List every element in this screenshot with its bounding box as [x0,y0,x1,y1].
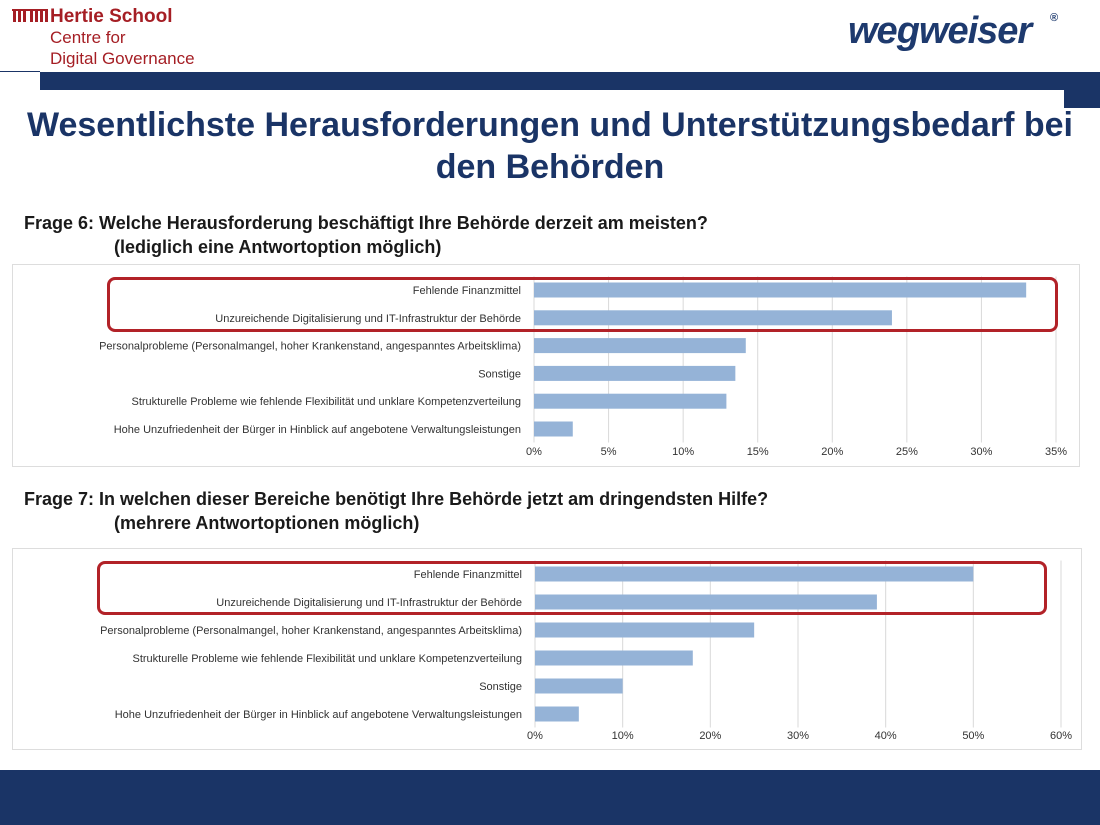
bar [535,650,693,666]
question-6-note: (lediglich eine Antwortoption möglich) [114,237,442,257]
bar [535,566,974,582]
header-band-tab [1064,90,1100,108]
question-7-text: Frage 7: In welchen dieser Bereiche benö… [24,489,769,509]
chart-question-6-plot: 0% 5% 10% 15% 20% 25% 30% 35% Fehlende Finanzmit… [99,276,1067,458]
category-label: Fehlende Finanzmittel [414,569,522,581]
x-tick-label: 10% [612,730,634,742]
organization-name: Hertie School [50,6,173,27]
x-tick-label: 40% [875,730,897,742]
category-label: Personalprobleme (Personalmangel, hoher … [99,341,521,353]
header-band [40,72,1100,90]
question-7-note: (mehrere Antwortoptionen möglich) [114,513,420,533]
bar [534,282,1027,298]
bar [534,393,727,409]
x-tick-label: 30% [970,446,992,458]
x-tick-label: 20% [699,730,721,742]
organization-sub-line1: Centre for [50,28,126,47]
footer-band [0,770,1100,825]
x-tick-label: 0% [527,730,543,742]
category-label: Unzureichende Digitalisierung und IT-Inf… [215,313,521,325]
bar [534,310,892,326]
bar [535,706,579,722]
x-tick-label: 60% [1050,730,1072,742]
x-tick-label: 30% [787,730,809,742]
category-label: Fehlende Finanzmittel [413,285,521,297]
chart-question-6: 0% 5% 10% 15% 20% 25% 30% 35% Fehlende Finanzmit… [12,264,1080,467]
bar [535,678,623,694]
x-tick-label: 0% [526,446,542,458]
category-label: Strukturelle Probleme wie fehlende Flexi… [132,396,522,408]
columns-icon [12,9,48,23]
bar [535,622,755,638]
hertie-school-logo: Hertie School Centre for Digital Governa… [12,6,232,72]
question-7: Frage 7: In welchen dieser Bereiche benö… [24,487,768,535]
category-label: Sonstige [479,681,522,693]
x-tick-label: 10% [672,446,694,458]
x-tick-label: 15% [747,446,769,458]
question-6-text: Frage 6: Welche Herausforderung beschäft… [24,213,708,233]
bar [535,594,877,610]
x-tick-label: 25% [896,446,918,458]
x-tick-label: 20% [821,446,843,458]
chart-question-7-plot: 0% 10% 20% 30% 40% 50% 60% Fehlende Finanzmitte… [100,560,1072,742]
registered-mark: ® [1050,12,1059,24]
category-label: Hohe Unzufriedenheit der Bürger in Hinbl… [115,709,522,721]
category-label: Strukturelle Probleme wie fehlende Flexi… [133,653,523,665]
x-tick-label: 5% [601,446,617,458]
chart-question-7: 0% 10% 20% 30% 40% 50% 60% Fehlende Finanzmitte… [12,548,1082,750]
highlight-box-question-6 [107,277,1058,332]
category-label: Sonstige [478,368,521,380]
question-6: Frage 6: Welche Herausforderung beschäft… [24,211,708,259]
category-label: Personalprobleme (Personalmangel, hoher … [100,625,522,637]
highlight-box-question-7 [97,561,1047,615]
x-tick-label: 35% [1045,446,1067,458]
slide-title: Wesentlichste Herausforderungen und Unte… [27,106,1073,186]
header-rule [0,71,40,72]
organization-sub-line2: Digital Governance [50,49,195,68]
category-label: Hohe Unzufriedenheit der Bürger in Hinbl… [114,424,521,436]
category-label: Unzureichende Digitalisierung und IT-Inf… [216,597,522,609]
wegweiser-logo: wegweiser [848,10,1032,52]
bar [534,365,736,381]
x-tick-label: 50% [962,730,984,742]
bar [534,421,573,437]
bar [534,338,746,354]
